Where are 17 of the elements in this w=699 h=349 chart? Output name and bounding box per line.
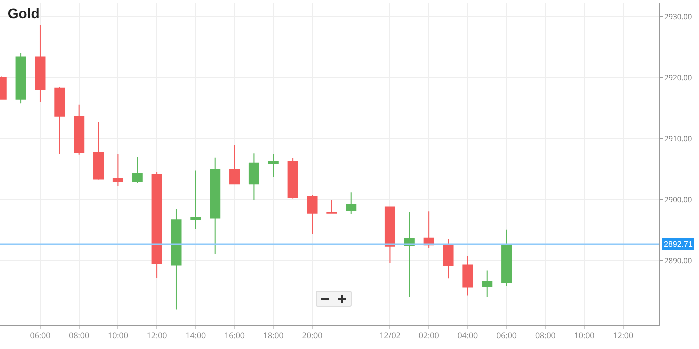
x-tick-label: 12:00 [613,330,634,342]
x-tick-label: 08:00 [69,330,90,342]
x-tick-label: 20:00 [302,330,324,342]
ref-line-label: 2892.71 [664,240,694,249]
x-tick-label: 06:00 [30,330,52,342]
chart-title: Gold [8,6,40,22]
x-tick-label: 18:00 [263,330,284,342]
x-tick-label: 02:00 [418,330,440,342]
x-tick-label: 10:00 [574,330,596,342]
x-tick-label: 12:00 [146,330,168,342]
x-tick-label: 04:00 [458,330,479,342]
x-tick-label: 08:00 [535,330,556,342]
x-tick-label: 16:00 [224,330,246,342]
x-tick-label: 06:00 [496,330,518,342]
x-tick-label: 10:00 [108,330,129,342]
x-tick-label: 12/02 [380,330,402,342]
x-tick-label: 14:00 [186,330,207,342]
